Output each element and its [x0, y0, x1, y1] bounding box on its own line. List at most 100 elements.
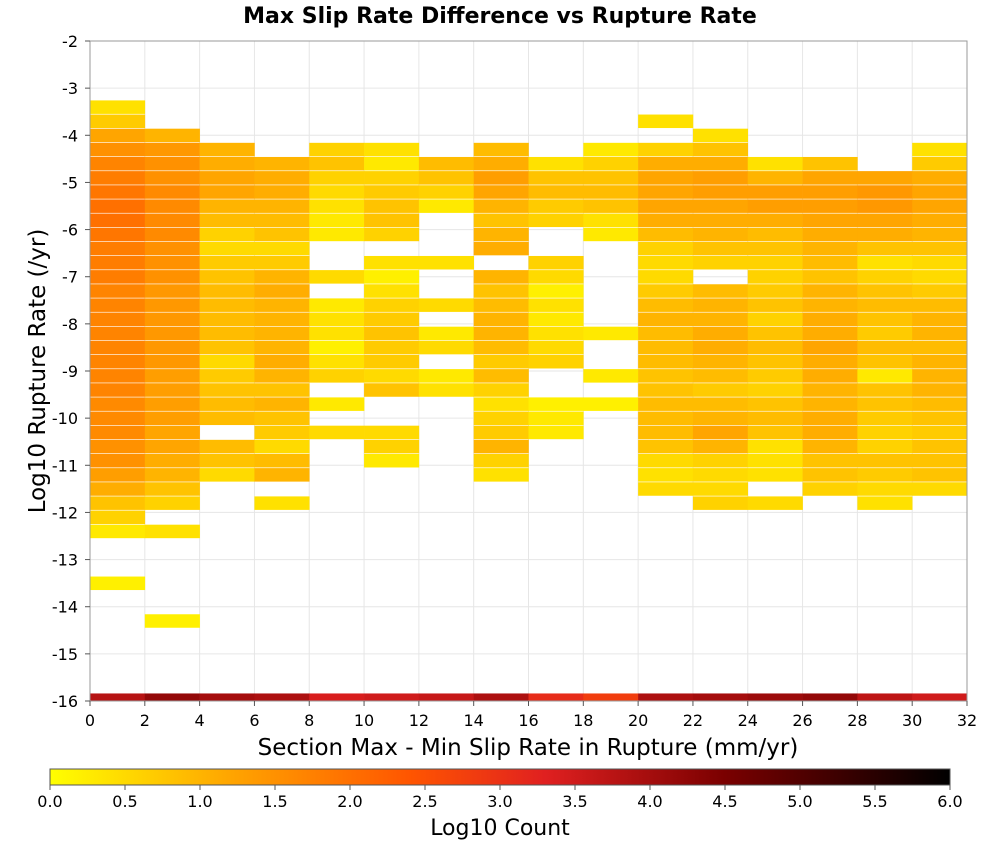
bottom-strip-cell	[747, 693, 803, 701]
heatmap-cell	[802, 185, 858, 199]
colorbar-tick-label: 5.5	[862, 792, 887, 811]
heatmap-cell	[692, 397, 749, 411]
colorbar-ticks: 0.0 0.5 1.0 1.5 2.0 2.5 3.0 3.5 4.0 4.5 5.0 5.5 6.0	[37, 785, 963, 811]
heatmap-cell	[364, 227, 420, 242]
heatmap-cell	[309, 354, 365, 369]
heatmap-cell	[528, 270, 584, 284]
heatmap-cell	[528, 425, 584, 440]
heatmap-cell	[254, 241, 310, 256]
heatmap-cell	[144, 298, 200, 312]
heatmap-cell	[90, 241, 146, 256]
heatmap-cell	[583, 227, 639, 242]
heatmap-cell	[802, 255, 858, 270]
heatmap-cell	[857, 425, 913, 440]
heatmap-cell	[473, 156, 529, 171]
heatmap-cell	[857, 171, 913, 185]
heatmap-cell	[199, 185, 255, 199]
heatmap-cell	[144, 270, 200, 284]
heatmap-cell	[254, 185, 310, 199]
heatmap-cell	[528, 411, 584, 426]
heatmap-cell	[199, 298, 255, 312]
y-tick-label: -7	[62, 268, 78, 287]
chart-title: Max Slip Rate Difference vs Rupture Rate	[243, 4, 757, 29]
y-tick-label: -8	[62, 315, 78, 334]
heatmap-cell	[473, 425, 529, 440]
heatmap-cell	[199, 340, 255, 355]
heatmap-cell	[418, 383, 474, 397]
heatmap-cell	[747, 227, 803, 242]
heatmap-cell	[802, 171, 858, 185]
heatmap-cell	[912, 199, 968, 213]
heatmap-cell	[90, 510, 146, 525]
heatmap-cell	[857, 270, 913, 284]
heatmap-cell	[638, 185, 694, 199]
colorbar-tick-label: 5.0	[787, 792, 812, 811]
y-tick-label: -15	[52, 645, 78, 664]
heatmap-cell	[747, 270, 803, 284]
colorbar-tick-label: 3.5	[562, 792, 587, 811]
heatmap-cell	[583, 326, 639, 341]
heatmap-cell	[364, 298, 420, 312]
heatmap-cell	[638, 369, 694, 383]
heatmap-cell	[802, 213, 858, 228]
heatmap-cell	[473, 171, 529, 185]
heatmap-cell	[857, 199, 913, 213]
bottom-strip	[90, 693, 968, 701]
heatmap-cell	[638, 453, 694, 468]
heatmap-cell	[90, 369, 146, 383]
heatmap-cell	[747, 453, 803, 468]
heatmap-cell	[638, 397, 694, 411]
heatmap-cell	[692, 284, 749, 298]
heatmap-cell	[418, 185, 474, 199]
heatmap-cell	[90, 312, 146, 327]
heatmap-cell	[692, 171, 749, 185]
heatmap-cell	[254, 425, 310, 440]
y-tick-label: -11	[52, 456, 78, 475]
heatmap-cell	[90, 340, 146, 355]
heatmap-cell	[638, 354, 694, 369]
heatmap-cell	[802, 199, 858, 213]
heatmap-cell	[364, 199, 420, 213]
heatmap-cell	[802, 284, 858, 298]
x-tick-label: 32	[957, 711, 977, 730]
x-tick-label: 2	[140, 711, 150, 730]
heatmap-cell	[254, 227, 310, 242]
x-tick-label: 30	[902, 711, 922, 730]
heatmap-cell	[418, 298, 474, 312]
heatmap-cell	[857, 185, 913, 199]
heatmap-cell	[638, 213, 694, 228]
heatmap-cell	[144, 241, 200, 256]
heatmap-cell	[747, 383, 803, 397]
heatmap-cell	[747, 340, 803, 355]
heatmap-cell	[638, 482, 694, 496]
bottom-strip-cell	[802, 693, 858, 701]
heatmap-cell	[747, 369, 803, 383]
heatmap-cell	[747, 397, 803, 411]
heatmap-cell	[912, 142, 968, 157]
heatmap-cell	[90, 397, 146, 411]
heatmap-cell	[583, 156, 639, 171]
heatmap-cell	[364, 425, 420, 440]
y-tick-label: -5	[62, 173, 78, 192]
heatmap-cell	[199, 383, 255, 397]
heatmap-cell	[857, 298, 913, 312]
heatmap-cell	[144, 171, 200, 185]
heatmap-cell	[144, 354, 200, 369]
heatmap-cell	[144, 482, 200, 496]
x-tick-label: 0	[85, 711, 95, 730]
heatmap-cell	[364, 270, 420, 284]
heatmap-cell	[692, 213, 749, 228]
heatmap-cell	[90, 128, 146, 143]
heatmap-cell	[254, 199, 310, 213]
heatmap-cell	[638, 142, 694, 157]
heatmap-cell	[857, 496, 913, 510]
heatmap-cell	[583, 369, 639, 383]
heatmap-cell	[254, 397, 310, 411]
heatmap-cell	[254, 468, 310, 482]
heatmap-cell	[473, 199, 529, 213]
heatmap-cell	[144, 340, 200, 355]
heatmap-cell	[528, 312, 584, 327]
heatmap-cell	[144, 156, 200, 171]
heatmap-cell	[144, 383, 200, 397]
